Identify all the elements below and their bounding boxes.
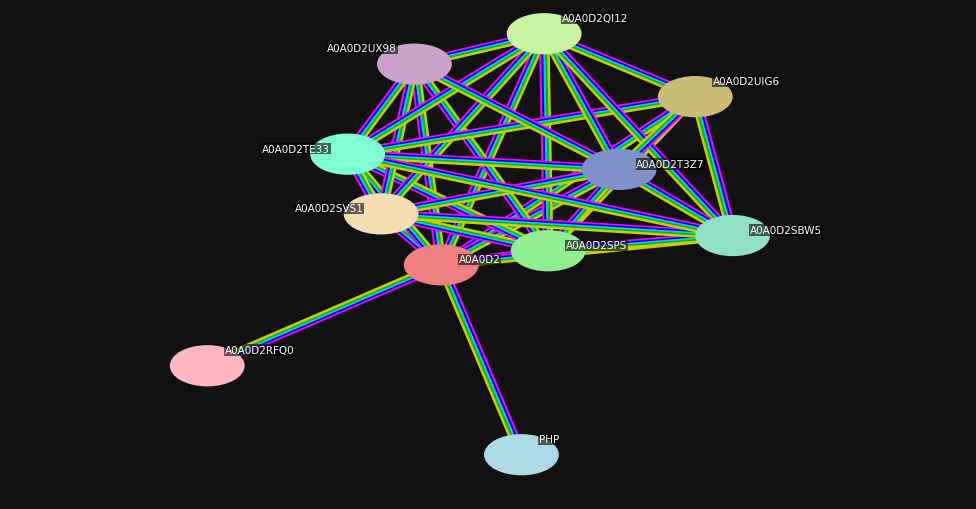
Text: A0A0D2: A0A0D2: [459, 255, 501, 265]
Ellipse shape: [310, 134, 386, 176]
Ellipse shape: [695, 215, 770, 257]
Text: A0A0D2SBW5: A0A0D2SBW5: [750, 225, 822, 236]
Text: A0A0D2T3Z7: A0A0D2T3Z7: [636, 160, 705, 169]
Ellipse shape: [404, 245, 478, 286]
Text: A0A0D2RFQ0: A0A0D2RFQ0: [224, 345, 294, 355]
Text: A0A0D2SPS: A0A0D2SPS: [565, 241, 627, 251]
Ellipse shape: [507, 14, 582, 55]
Ellipse shape: [170, 346, 245, 387]
Text: A0A0D2UX98: A0A0D2UX98: [327, 44, 397, 54]
Text: A0A0D2UIG6: A0A0D2UIG6: [712, 77, 780, 87]
Ellipse shape: [377, 44, 452, 86]
Text: PHP: PHP: [539, 434, 559, 444]
Ellipse shape: [658, 77, 733, 118]
Text: A0A0D2QI12: A0A0D2QI12: [561, 14, 628, 24]
Ellipse shape: [484, 434, 559, 475]
Ellipse shape: [344, 194, 419, 235]
Ellipse shape: [510, 231, 586, 272]
Text: A0A0D2TE33: A0A0D2TE33: [263, 145, 330, 154]
Ellipse shape: [582, 150, 657, 190]
Text: A0A0D2SVS1: A0A0D2SVS1: [295, 204, 364, 214]
